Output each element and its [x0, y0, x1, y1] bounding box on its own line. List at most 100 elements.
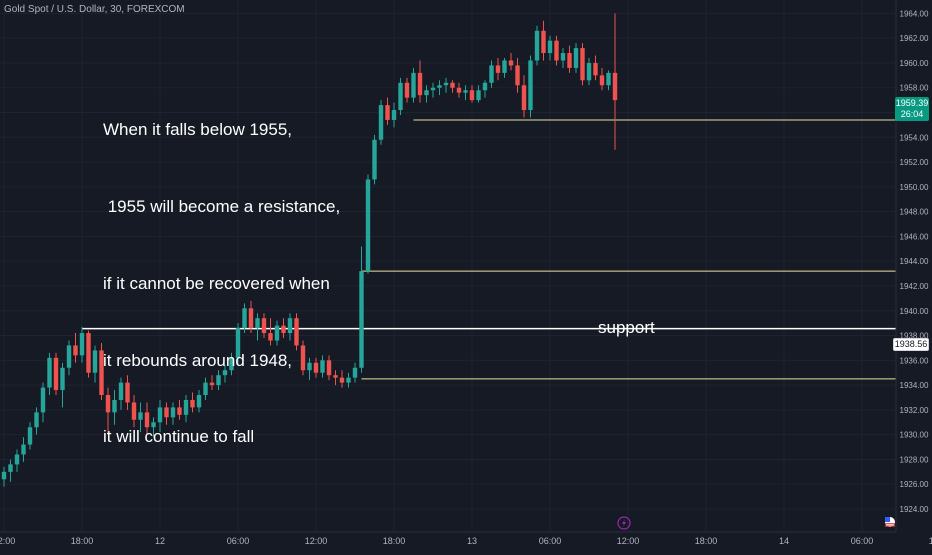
price-axis[interactable]	[896, 0, 932, 550]
candle[interactable]	[151, 417, 156, 438]
candle[interactable]	[53, 352, 59, 396]
candle[interactable]	[79, 326, 85, 363]
candle[interactable]	[372, 134, 377, 185]
candle[interactable]	[300, 340, 306, 376]
candle[interactable]	[287, 313, 293, 341]
candle[interactable]	[320, 355, 325, 378]
candle[interactable]	[255, 313, 260, 341]
candle[interactable]	[495, 58, 501, 81]
candle[interactable]	[209, 375, 215, 391]
candle[interactable]	[229, 352, 234, 376]
candle[interactable]	[125, 375, 130, 410]
candle[interactable]	[164, 402, 169, 425]
candle[interactable]	[66, 340, 72, 376]
candle[interactable]	[222, 365, 228, 383]
candle[interactable]	[404, 77, 410, 103]
candle[interactable]	[47, 352, 52, 396]
candle[interactable]	[424, 85, 429, 103]
candle[interactable]	[456, 82, 462, 98]
candle[interactable]	[476, 85, 481, 103]
candle[interactable]	[528, 55, 533, 118]
candle[interactable]	[294, 313, 299, 351]
candle[interactable]	[60, 362, 65, 408]
candle[interactable]	[14, 449, 20, 472]
candles[interactable]	[1, 13, 618, 487]
candle[interactable]	[216, 370, 221, 391]
annotation-text[interactable]: When it falls below 1955, 1955 will beco…	[103, 66, 340, 501]
candle[interactable]	[131, 395, 137, 428]
candle[interactable]	[268, 318, 273, 346]
candle[interactable]	[92, 345, 98, 383]
candle[interactable]	[599, 67, 605, 91]
candle[interactable]	[567, 45, 572, 73]
lightning-icon[interactable]	[617, 516, 631, 530]
candle[interactable]	[183, 395, 189, 423]
candle[interactable]	[547, 35, 553, 61]
candle[interactable]	[502, 58, 507, 78]
candle[interactable]	[40, 382, 46, 423]
candle[interactable]	[541, 20, 546, 61]
symbol-title[interactable]: Gold Spot / U.S. Dollar, 30, FOREXCOM	[4, 4, 185, 15]
candle[interactable]	[359, 246, 364, 373]
candle[interactable]	[1, 466, 7, 487]
candle[interactable]	[326, 355, 332, 381]
candle[interactable]	[281, 318, 286, 339]
candle[interactable]	[586, 58, 592, 86]
us-flag-icon[interactable]	[885, 517, 895, 527]
candle[interactable]	[346, 372, 351, 388]
candle[interactable]	[34, 407, 39, 435]
candle[interactable]	[177, 399, 182, 420]
candle[interactable]	[365, 174, 371, 274]
candle[interactable]	[118, 377, 124, 410]
candle[interactable]	[593, 55, 598, 81]
candle[interactable]	[307, 357, 312, 381]
candle[interactable]	[437, 80, 442, 96]
candle[interactable]	[157, 399, 163, 433]
candle[interactable]	[21, 437, 26, 462]
candle[interactable]	[378, 100, 384, 145]
candle[interactable]	[573, 43, 579, 73]
candle[interactable]	[463, 85, 468, 101]
candle[interactable]	[8, 459, 13, 482]
candle[interactable]	[248, 300, 254, 334]
candle[interactable]	[138, 402, 143, 433]
candle[interactable]	[554, 35, 559, 66]
candle[interactable]	[417, 60, 423, 103]
candle[interactable]	[261, 313, 267, 339]
candle[interactable]	[144, 402, 150, 435]
candle[interactable]	[170, 402, 176, 425]
candle[interactable]	[521, 75, 527, 118]
candle[interactable]	[274, 320, 280, 346]
candle[interactable]	[385, 97, 390, 125]
candle[interactable]	[203, 377, 208, 400]
candle[interactable]	[469, 85, 475, 103]
candle[interactable]	[443, 77, 449, 93]
candle[interactable]	[313, 357, 319, 378]
candle[interactable]	[242, 303, 247, 334]
candle[interactable]	[450, 80, 455, 93]
candle[interactable]	[235, 323, 241, 366]
candle[interactable]	[606, 70, 611, 91]
candle[interactable]	[391, 102, 397, 128]
candle[interactable]	[112, 390, 117, 425]
candle[interactable]	[105, 387, 111, 435]
candle[interactable]	[534, 25, 540, 66]
candle[interactable]	[612, 13, 618, 150]
candle[interactable]	[515, 58, 520, 93]
candle[interactable]	[27, 422, 33, 450]
candle[interactable]	[86, 330, 91, 378]
candle[interactable]	[430, 82, 436, 98]
candle[interactable]	[482, 80, 488, 98]
candle[interactable]	[196, 390, 202, 413]
candle[interactable]	[352, 362, 358, 383]
candle[interactable]	[489, 60, 494, 88]
candle[interactable]	[73, 333, 78, 363]
candle[interactable]	[560, 48, 566, 68]
candle[interactable]	[411, 67, 416, 103]
candle[interactable]	[508, 53, 514, 71]
candle[interactable]	[99, 342, 104, 400]
candle[interactable]	[398, 77, 403, 115]
candle[interactable]	[339, 370, 345, 388]
